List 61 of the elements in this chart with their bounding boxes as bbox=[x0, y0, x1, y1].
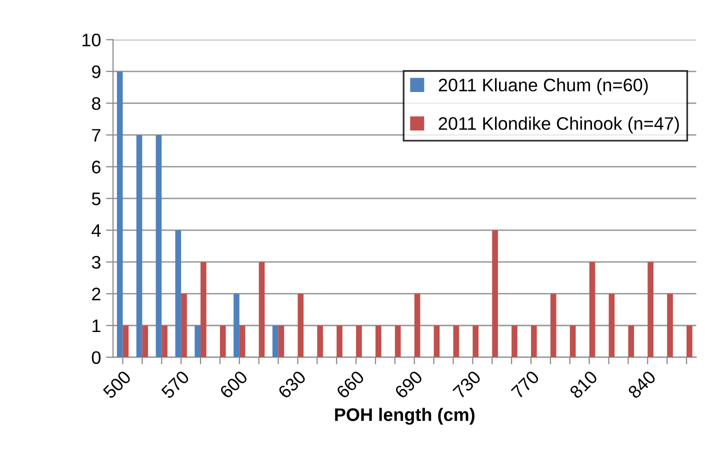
bar bbox=[175, 230, 182, 358]
bar bbox=[414, 294, 420, 358]
bar bbox=[512, 326, 518, 358]
bar bbox=[122, 326, 129, 358]
bar bbox=[550, 294, 556, 358]
y-tick-label: 3 bbox=[92, 256, 100, 269]
bar bbox=[356, 326, 362, 358]
bar bbox=[278, 326, 284, 358]
bar bbox=[570, 326, 576, 358]
y-tick-label: 9 bbox=[92, 65, 100, 78]
y-tick-label: 6 bbox=[92, 160, 100, 174]
bar bbox=[648, 262, 654, 358]
bar bbox=[336, 326, 342, 358]
x-tick-label: 630 bbox=[277, 370, 307, 400]
bar bbox=[162, 326, 168, 358]
bar bbox=[628, 326, 634, 358]
bar bbox=[453, 326, 460, 358]
x-tick-label: 690 bbox=[394, 370, 424, 400]
bar bbox=[492, 230, 498, 358]
y-tick-label: 7 bbox=[92, 129, 100, 142]
y-tick-label: 4 bbox=[92, 224, 101, 237]
y-tick-label: 0 bbox=[92, 351, 101, 364]
x-tick-label: 570 bbox=[160, 370, 190, 400]
x-tick-label: 500 bbox=[102, 370, 132, 400]
x-axis-title: POH length (cm) bbox=[335, 408, 474, 425]
bar bbox=[181, 294, 187, 358]
y-tick-label: 2 bbox=[92, 288, 100, 300]
bar bbox=[686, 326, 692, 358]
bar bbox=[298, 294, 304, 358]
bar bbox=[667, 294, 673, 358]
x-tick-label: 840 bbox=[627, 370, 657, 400]
bar bbox=[375, 326, 382, 358]
y-tick-label: 5 bbox=[92, 192, 100, 206]
bar bbox=[434, 326, 440, 358]
bar bbox=[142, 326, 148, 358]
bar bbox=[194, 326, 201, 358]
bar bbox=[258, 262, 265, 358]
x-tick-label: 770 bbox=[510, 370, 540, 400]
bar bbox=[317, 326, 323, 358]
bar bbox=[156, 134, 162, 358]
bar bbox=[531, 326, 537, 358]
bar bbox=[589, 262, 596, 358]
x-tick-label: 660 bbox=[336, 370, 365, 400]
bar bbox=[472, 326, 479, 358]
y-tick-label: 8 bbox=[92, 97, 100, 110]
y-tick-label: 10 bbox=[82, 34, 101, 46]
x-tick-label: 810 bbox=[568, 370, 598, 400]
bar bbox=[220, 326, 226, 358]
bar bbox=[136, 134, 142, 358]
bar bbox=[200, 262, 206, 358]
y-tick-label: 1 bbox=[92, 320, 100, 332]
x-tick-label: 600 bbox=[219, 370, 248, 400]
bar bbox=[394, 326, 401, 358]
bar bbox=[116, 71, 123, 358]
bar bbox=[239, 326, 246, 358]
bar bbox=[234, 294, 240, 358]
legend-label: 2011 Kluane Chum (n=60) bbox=[438, 78, 648, 95]
bar bbox=[272, 326, 278, 358]
x-tick-label: 730 bbox=[452, 370, 482, 400]
legend-label: 2011 Klondike Chinook (n=47) bbox=[438, 116, 679, 134]
bar bbox=[608, 294, 615, 358]
